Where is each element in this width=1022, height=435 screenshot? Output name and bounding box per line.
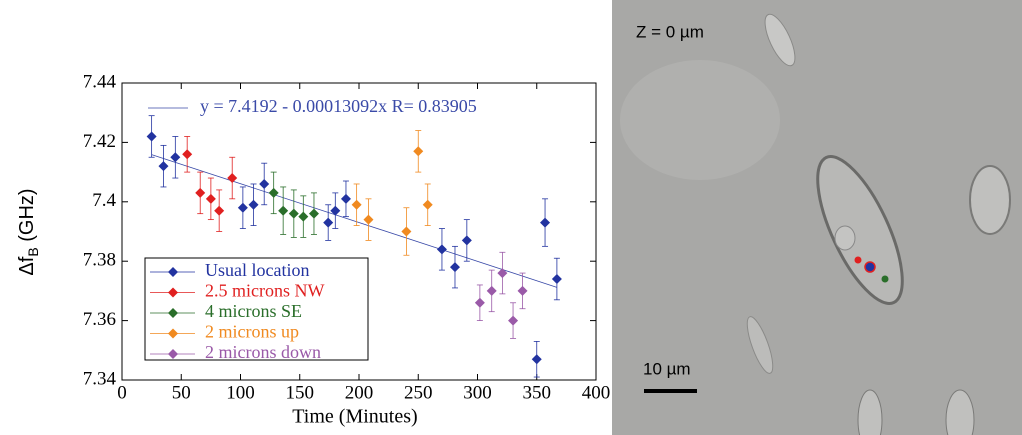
fit-label: y = 7.4192 - 0.00013092x R= 0.83905 (200, 96, 477, 116)
data-point (248, 199, 259, 210)
x-tick-label: 150 (286, 382, 315, 403)
y-axis-label: ΔfB (GHz) (16, 188, 40, 275)
scale-label: 10 µm (643, 359, 691, 378)
data-point (205, 193, 216, 204)
x-tick-label: 350 (523, 382, 552, 403)
data-point (497, 268, 508, 279)
legend-label: 2.5 microns NW (205, 281, 324, 301)
y-tick-label: 7.36 (83, 309, 116, 330)
data-point (486, 285, 497, 296)
data-point (461, 235, 472, 246)
data-point (278, 205, 289, 216)
data-point (259, 178, 270, 189)
legend-box (144, 257, 369, 361)
marker-dot (854, 256, 862, 264)
data-point (298, 211, 309, 222)
particle (945, 389, 975, 435)
organelle (834, 225, 856, 251)
y-label-sub: B (25, 247, 41, 256)
micrograph: Z = 0 µm 10 µm (612, 0, 1022, 435)
data-point (195, 187, 206, 198)
y-tick-label: 7.44 (83, 71, 117, 92)
legend-label: 2 microns up (205, 322, 299, 342)
legend-marker (168, 308, 178, 318)
data-point (227, 173, 238, 184)
data-point (401, 226, 412, 237)
x-tick-label: 400 (582, 382, 611, 403)
x-tick-label: 200 (345, 382, 374, 403)
y-tick-label: 7.34 (83, 368, 117, 389)
data-point (170, 152, 181, 163)
particle (746, 316, 774, 374)
data-point (146, 131, 157, 142)
data-point (551, 274, 562, 285)
x-tick-label: 300 (463, 382, 492, 403)
data-point (363, 214, 374, 225)
data-point (449, 262, 460, 273)
legend-label: Usual location (205, 260, 309, 280)
legend-marker (168, 349, 178, 359)
data-point (308, 208, 319, 219)
particle (969, 165, 1011, 235)
data-point (182, 149, 193, 160)
fit-line (151, 154, 558, 288)
data-point (268, 187, 279, 198)
x-tick-label: 100 (226, 382, 255, 403)
legend-marker (168, 267, 178, 277)
blur (620, 60, 780, 180)
data-point (288, 208, 299, 219)
data-point (351, 199, 362, 210)
data-point (237, 202, 248, 213)
particle (764, 13, 796, 67)
legend-marker (168, 328, 178, 339)
x-tick-label: 0 (117, 382, 127, 403)
data-point (517, 285, 528, 296)
x-axis-label: Time (Minutes) (292, 406, 417, 428)
data-point (340, 193, 351, 204)
x-tick-label: 250 (404, 382, 433, 403)
y-tick-label: 7.4 (92, 190, 116, 211)
data-point (413, 146, 424, 157)
data-point (436, 244, 447, 255)
x-tick-label: 50 (172, 382, 191, 403)
marker-dot (864, 261, 876, 273)
data-point (323, 217, 334, 228)
data-point (474, 297, 485, 308)
y-tick-label: 7.38 (83, 250, 116, 271)
legend-label: 4 microns SE (205, 301, 302, 321)
y-label-main: Δf (16, 256, 38, 275)
data-point (330, 205, 341, 216)
data-point (531, 354, 542, 365)
legend-label: 2 microns down (205, 342, 321, 362)
particle (857, 389, 883, 435)
data-point (540, 217, 551, 228)
y-tick-label: 7.42 (83, 131, 116, 152)
marker-dot (881, 275, 889, 283)
data-point (422, 199, 433, 210)
legend-marker (168, 287, 178, 298)
y-label-unit: (GHz) (16, 188, 38, 247)
cell (816, 155, 904, 305)
data-point (214, 205, 225, 216)
data-point (158, 161, 169, 172)
data-point (508, 315, 519, 326)
z-label: Z = 0 µm (636, 22, 704, 41)
